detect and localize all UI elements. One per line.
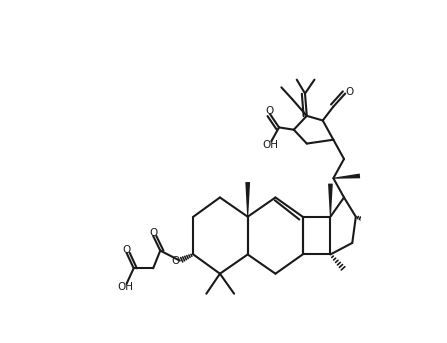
Polygon shape [333, 174, 360, 179]
Text: O: O [149, 228, 157, 238]
Text: OH: OH [262, 141, 278, 151]
Text: O: O [171, 256, 179, 265]
Text: O: O [346, 87, 354, 97]
Text: OH: OH [117, 282, 133, 293]
Polygon shape [245, 182, 250, 217]
Polygon shape [328, 184, 333, 217]
Text: O: O [122, 245, 130, 255]
Text: O: O [266, 106, 274, 116]
